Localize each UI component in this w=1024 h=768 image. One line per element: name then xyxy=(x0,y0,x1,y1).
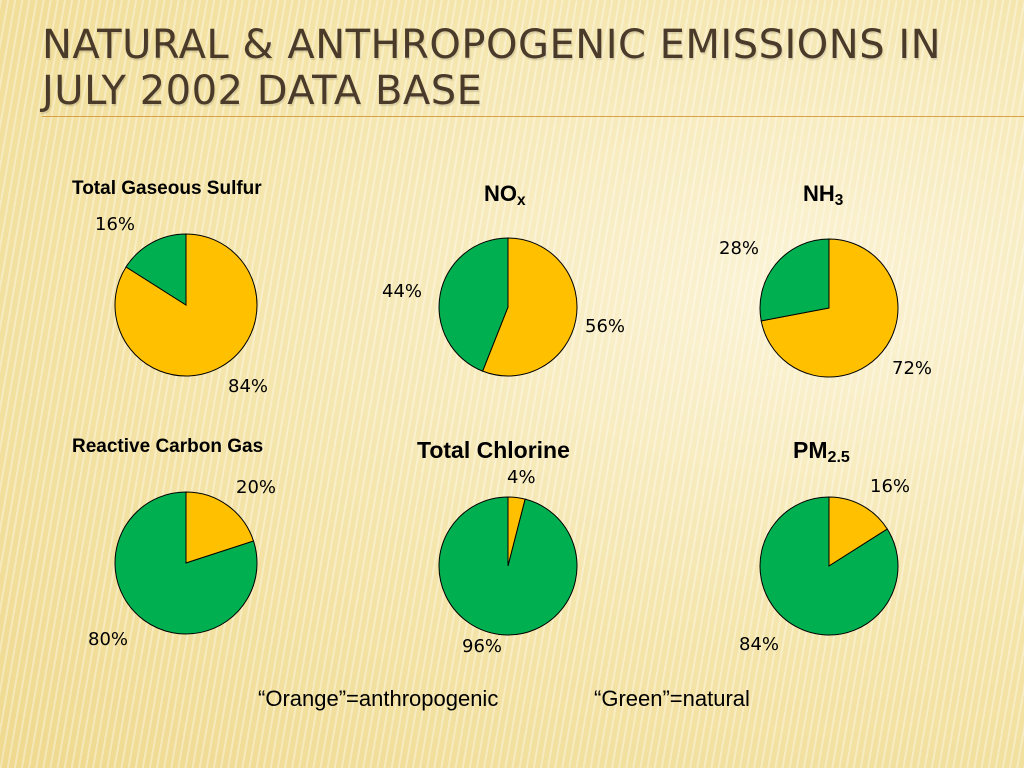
pie-chart-nh3 xyxy=(759,238,899,378)
pie-chart-pm25 xyxy=(759,496,899,636)
pie-slice-nh3-anthropogenic xyxy=(760,238,899,378)
pie-slice-pm25-natural xyxy=(759,496,899,636)
data-label-sulfur-anthropogenic: 84% xyxy=(228,376,269,397)
chart-title-total-chlorine: Total Chlorine xyxy=(417,437,570,464)
pie-slice-nox-anthropogenic xyxy=(481,237,578,377)
data-label-carbon-anthropogenic: 20% xyxy=(236,477,277,498)
pie-slice-chlorine-natural xyxy=(438,496,578,636)
chart-title-text: Reactive Carbon Gas xyxy=(72,436,264,457)
data-label-nh3-natural: 28% xyxy=(719,238,760,259)
pie-chart-chlorine xyxy=(438,496,578,636)
chart-title-subscript: 3 xyxy=(834,191,844,209)
pie-slice-nh3-natural xyxy=(759,238,830,322)
chart-title-reactive-carbon-gas: Reactive Carbon Gas xyxy=(72,436,263,458)
pie-slice-nox-natural xyxy=(438,237,509,372)
chart-title-nox: NOx xyxy=(484,181,526,210)
data-label-pm25-natural: 84% xyxy=(739,634,780,655)
chart-title-pm25: PM2.5 xyxy=(793,437,850,467)
legend-note-green: “Green”=natural xyxy=(594,686,750,711)
slide-title: Natural & Anthropogenic Emissions in Jul… xyxy=(42,22,942,114)
data-label-nox-natural: 44% xyxy=(382,281,423,302)
chart-title-text: NO xyxy=(484,181,517,206)
data-label-chlorine-anthropogenic: 4% xyxy=(507,467,536,488)
pie-chart-carbon xyxy=(114,491,258,635)
chart-title-subscript: 2.5 xyxy=(827,448,850,467)
pie-chart-sulfur xyxy=(114,233,258,377)
data-label-chlorine-natural: 96% xyxy=(462,636,503,657)
title-divider xyxy=(42,116,1024,117)
chart-title-total-gaseous-sulfur: Total Gaseous Sulfur xyxy=(72,178,262,200)
pie-slice-sulfur-natural xyxy=(125,233,187,306)
legend-note-orange: “Orange”=anthropogenic xyxy=(258,686,499,711)
chart-title-text: Total Chlorine xyxy=(417,437,570,463)
pie-chart-nox xyxy=(438,237,578,377)
data-label-nh3-anthropogenic: 72% xyxy=(892,358,933,379)
pie-slice-carbon-natural xyxy=(114,491,258,635)
data-label-pm25-anthropogenic: 16% xyxy=(870,476,911,497)
data-label-nox-anthropogenic: 56% xyxy=(585,316,626,337)
chart-title-text: PM xyxy=(793,437,828,463)
pie-slice-pm25-anthropogenic xyxy=(828,496,888,567)
chart-title-text: NH xyxy=(803,181,835,206)
data-label-sulfur-natural: 16% xyxy=(95,214,136,235)
pie-slice-carbon-anthropogenic xyxy=(185,491,255,564)
data-label-carbon-natural: 80% xyxy=(88,629,129,650)
chart-title-subscript: x xyxy=(517,191,526,209)
chart-title-nh3: NH3 xyxy=(803,181,843,210)
chart-title-text: Total Gaseous Sulfur xyxy=(72,178,262,199)
